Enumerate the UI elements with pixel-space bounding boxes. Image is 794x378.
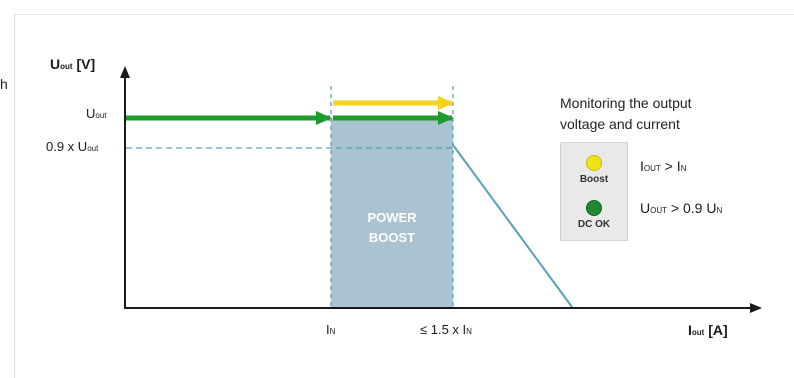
y-axis-symbol: U: [50, 56, 61, 72]
y-axis-subscript: out: [60, 62, 73, 71]
boost-condition-nominal-subscript: N: [680, 164, 687, 173]
power-boost-region: [331, 118, 453, 308]
power-boost-label: POWER BOOST: [331, 208, 453, 248]
x-axis-subscript: out: [691, 328, 705, 337]
dc-ok-condition-voltage: U: [640, 200, 651, 216]
x-tick-in: IN: [326, 322, 335, 337]
dc-ok-condition-nominal-subscript: N: [716, 206, 723, 215]
y-axis-title: Uout [V]: [50, 56, 95, 72]
dc-ok-condition-voltage-subscript: OUT: [650, 206, 668, 215]
y-tick-u09-subscript: out: [87, 144, 99, 153]
dc-ok-condition-operator: > 0.9 U: [667, 200, 717, 216]
x-tick-in-subscript: N: [329, 327, 336, 336]
power-boost-line1: POWER: [367, 210, 417, 225]
x-axis-unit: [A]: [708, 322, 728, 338]
power-boost-line2: BOOST: [368, 230, 416, 245]
y-tick-u09-text: 0.9 x U: [46, 139, 88, 154]
x-tick-max: ≤ 1.5 x IN: [420, 322, 472, 337]
monitoring-title-line2: voltage and current: [560, 116, 680, 132]
boost-condition: IOUT > IN: [640, 158, 686, 174]
x-axis-symbol: I: [688, 322, 692, 338]
y-tick-uout-symbol: U: [86, 106, 96, 121]
boost-led-icon: [586, 155, 602, 171]
y-tick-uout: Uout: [86, 106, 107, 121]
y-tick-uout-subscript: out: [95, 111, 107, 120]
x-tick-max-text: ≤ 1.5 x I: [420, 322, 467, 337]
x-tick-max-subscript: N: [466, 327, 472, 336]
boost-condition-current: I: [640, 158, 644, 174]
status-led-panel: Boost DC OK: [560, 142, 628, 241]
y-tick-u09: 0.9 x Uout: [46, 139, 98, 154]
dc-ok-condition: UOUT > 0.9 UN: [640, 200, 722, 216]
x-axis-title: Iout [A]: [688, 322, 728, 338]
dc-ok-led-label: DC OK: [577, 219, 611, 230]
y-axis-unit: [V]: [76, 56, 96, 72]
boost-condition-current-subscript: OUT: [643, 164, 661, 173]
left-edge-text: h: [0, 76, 8, 92]
dc-ok-led-icon: [586, 200, 602, 216]
boost-condition-operator: > I: [660, 158, 681, 174]
foldback-line: [452, 144, 573, 308]
boost-led-label: Boost: [579, 174, 609, 185]
x-tick-in-symbol: I: [326, 322, 330, 337]
monitoring-title: Monitoring the output voltage and curren…: [560, 93, 692, 135]
monitoring-title-line1: Monitoring the output: [560, 95, 692, 111]
